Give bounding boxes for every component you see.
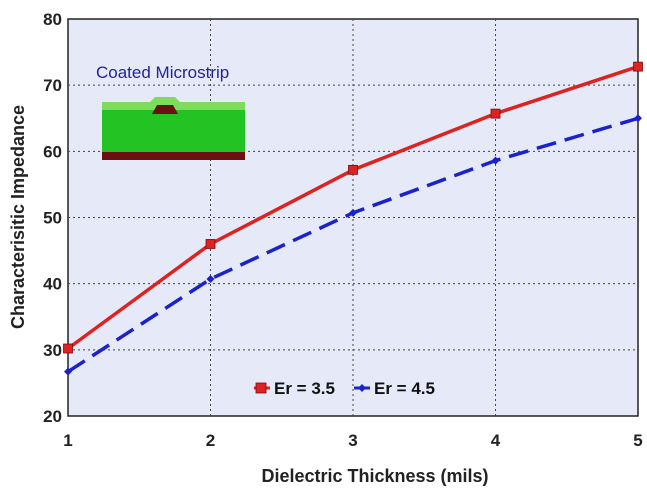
x-tick-label: 4: [491, 431, 501, 450]
grid: [68, 19, 638, 416]
x-tick-label: 5: [633, 431, 642, 450]
y-axis-title: Characterisitic Impedance: [8, 105, 28, 329]
data-point: [491, 156, 500, 165]
data-point: [64, 367, 72, 376]
legend-label: Er = 3.5: [274, 379, 335, 398]
legend: Er = 3.5 Er = 4.5: [254, 379, 435, 398]
data-point: [206, 275, 215, 284]
data-point: [349, 208, 357, 217]
data-point: [205, 239, 216, 249]
data-point: [63, 343, 73, 354]
legend-marker: [255, 382, 267, 394]
y-tick-label: 30: [43, 341, 62, 360]
legend-label: Er = 4.5: [374, 379, 435, 398]
tick-labels: 20 30 40 50 60 70 80 1 2 3 4 5: [43, 10, 643, 450]
data-point: [634, 114, 642, 123]
y-tick-label: 70: [43, 76, 62, 95]
x-axis-title: Dielectric Thickness (mils): [261, 466, 488, 486]
y-tick-label: 50: [43, 209, 62, 228]
y-tick-label: 20: [43, 407, 62, 426]
series: [63, 61, 643, 376]
microstrip-cross-section-icon: [102, 97, 245, 160]
y-tick-label: 60: [43, 142, 62, 161]
legend-marker: [358, 384, 366, 392]
chart-annotation: Coated Microstrip: [96, 63, 229, 82]
x-tick-label: 2: [206, 431, 215, 450]
y-tick-label: 80: [43, 10, 62, 29]
x-tick-label: 3: [348, 431, 357, 450]
data-point: [490, 108, 501, 119]
data-point: [348, 164, 358, 175]
y-tick-label: 40: [43, 275, 62, 294]
data-point: [633, 61, 643, 72]
x-tick-label: 1: [63, 431, 72, 450]
